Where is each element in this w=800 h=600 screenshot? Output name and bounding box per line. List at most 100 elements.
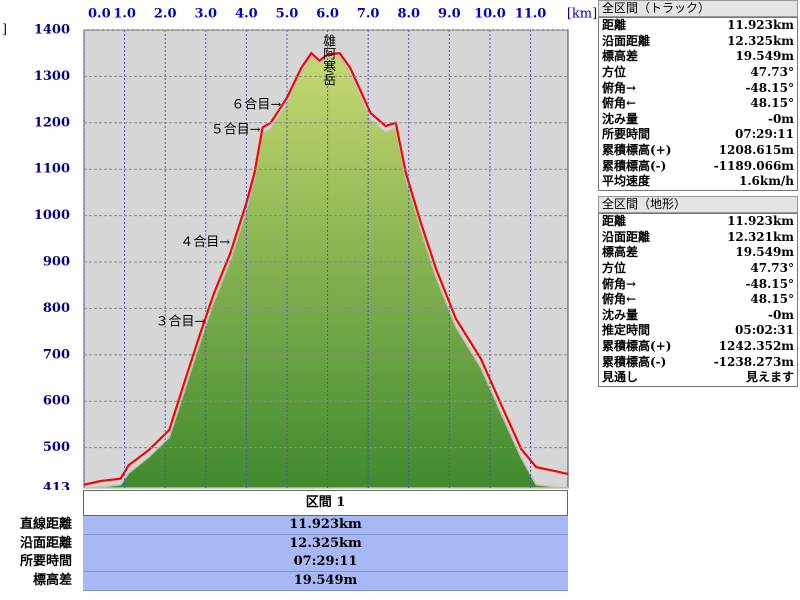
stat-label: 平均速度 (602, 174, 651, 189)
y-tick-label: 700 (43, 347, 70, 362)
x-tick-label: 2.0 (154, 7, 177, 22)
stat-value: -48.15° (745, 80, 794, 95)
stats-row: 推定時間 05:02:31 (599, 323, 798, 339)
stat-label: 沈み量 (602, 111, 639, 126)
stat-label: 俯角← (602, 96, 637, 111)
stats-row: 累積標高(-) -1189.066m (599, 158, 798, 174)
annotation: ６合目→ (231, 98, 281, 113)
y-tick-label: 500 (43, 440, 70, 455)
stats-row: 俯角→ -48.15° (599, 276, 798, 292)
stat-value: 05:02:31 (735, 323, 794, 338)
stats-table: 距離 11.923km 沿面距離 12.325km 標高差 19.549m 方位 47.73°… (598, 17, 798, 191)
stats-row: 方位 47.73° (599, 65, 798, 81)
y-tick-label: 800 (43, 301, 70, 316)
y-tick-label: 413 (43, 481, 70, 491)
stat-value: 48.15° (750, 292, 794, 307)
x-tick-label: 8.0 (397, 7, 420, 22)
stats-row: 所要時間 07:29:11 (599, 127, 798, 143)
x-tick-label: 1.0 (113, 7, 136, 22)
x-tick-label: 5.0 (276, 7, 299, 22)
stat-label: 俯角→ (602, 276, 637, 291)
chart: [km] ] 0.0 1.0 2.0 3.0 4.0 5.0 6.0 7.0 8.0 9.0 10.… (2, 7, 597, 491)
stat-value: -0m (767, 111, 794, 126)
stat-value: 12.325km (727, 33, 794, 48)
stat-value: 11.923km (727, 18, 794, 33)
stat-label: 累積標高(-) (602, 354, 667, 369)
y-tick-label: 900 (43, 255, 70, 270)
stat-value: 12.321km (727, 229, 794, 244)
section-label: 沿面距離 (19, 535, 72, 551)
stat-label: 方位 (602, 65, 627, 80)
stats-table: 距離 11.923km 沿面距離 12.321km 標高差 19.549m 方位 47.73°… (598, 213, 798, 387)
section-title: 区間 1 (83, 490, 568, 516)
stat-label: 標高差 (602, 245, 639, 260)
y-tick-label: 1300 (34, 69, 70, 84)
stats-row: 累積標高(-) -1238.273m (599, 354, 798, 370)
stat-label: 累積標高(+) (602, 339, 672, 354)
stats-row: 沿面距離 12.321km (599, 230, 798, 246)
stat-value: 11.923km (727, 214, 794, 229)
x-unit: [km] (567, 7, 597, 22)
stat-value: -1189.066m (713, 158, 794, 173)
stats-row: 累積標高(+) 1208.615m (599, 143, 798, 159)
stat-label: 標高差 (602, 49, 639, 64)
stats-row: 距離 11.923km (599, 214, 798, 230)
section-value: 11.923km (83, 516, 568, 535)
stats-row: 標高差 19.549m (599, 49, 798, 65)
x-tick-label: 10.0 (474, 7, 506, 22)
y-tick-label: 1200 (34, 115, 70, 130)
terrain-area (83, 55, 569, 489)
panel-title: 全区間（地形） (598, 196, 798, 213)
y-tick-label: 1100 (34, 162, 70, 177)
x-tick-label: 9.0 (438, 7, 461, 22)
stat-value: 07:29:11 (735, 127, 794, 142)
stat-value: -48.15° (745, 276, 794, 291)
annotation: 雄阿寒岳 (320, 34, 336, 86)
stats-row: 方位 47.73° (599, 261, 798, 277)
stats-row: 俯角← 48.15° (599, 96, 798, 112)
stat-value: 1242.352m (718, 339, 794, 354)
section-label: 所要時間 (19, 554, 72, 569)
stats-row: 標高差 19.549m (599, 245, 798, 261)
stat-label: 方位 (602, 261, 627, 276)
terrain-panel: 全区間（地形） 距離 11.923km 沿面距離 12.321km 標高差 19.549m 方… (598, 196, 798, 387)
stat-value: 19.549m (735, 49, 794, 64)
track-panel: 全区間（トラック） 距離 11.923km 沿面距離 12.325km 標高差 19.549… (598, 0, 798, 191)
section-row: 直線距離 11.923km (0, 516, 570, 535)
stat-value: -0m (767, 307, 794, 322)
stats-row: 沿面距離 12.325km (599, 34, 798, 50)
stat-label: 推定時間 (602, 323, 651, 338)
panel-title: 全区間（トラック） (598, 0, 798, 17)
x-tick-label: 7.0 (357, 7, 380, 22)
section-value: 12.325km (83, 534, 568, 554)
stat-value: 1.6km/h (739, 174, 794, 189)
stat-value: 47.73° (750, 261, 794, 276)
x-tick-label: 0.0 (88, 7, 111, 22)
stats-row: 累積標高(+) 1242.352m (599, 339, 798, 355)
stats-row: 距離 11.923km (599, 18, 798, 34)
stats-row: 沈み量 -0m (599, 112, 798, 128)
stats-row: 平均速度 1.6km/h (599, 174, 798, 190)
stat-label: 累積標高(-) (602, 158, 667, 173)
x-tick-label: 4.0 (235, 7, 258, 22)
stat-label: 俯角← (602, 292, 637, 307)
y-tick-label: 1000 (34, 208, 70, 223)
x-tick-label: 3.0 (194, 7, 217, 22)
stats-row: 俯角→ -48.15° (599, 80, 798, 96)
section-panel: 区間 1 直線距離 11.923km 沿面距離 12.325km 所要時間 07:29:11… (0, 490, 570, 591)
stat-label: 所要時間 (602, 127, 651, 142)
stat-label: 沈み量 (602, 307, 639, 322)
x-tick-label: 6.0 (316, 7, 339, 22)
y-unit: ] (2, 23, 7, 38)
annotation: ４合目→ (180, 235, 230, 250)
annotation: ３合目→ (155, 314, 205, 329)
section-row: 標高差 19.549m (0, 571, 570, 591)
stat-label: 見通し (602, 370, 639, 385)
y-tick-label: 600 (43, 394, 70, 409)
stat-value: -1238.273m (713, 354, 794, 369)
stat-label: 距離 (602, 214, 627, 229)
y-tick-label: 1400 (34, 23, 70, 38)
section-row: 所要時間 07:29:11 (0, 553, 570, 572)
stat-label: 沿面距離 (602, 33, 651, 48)
